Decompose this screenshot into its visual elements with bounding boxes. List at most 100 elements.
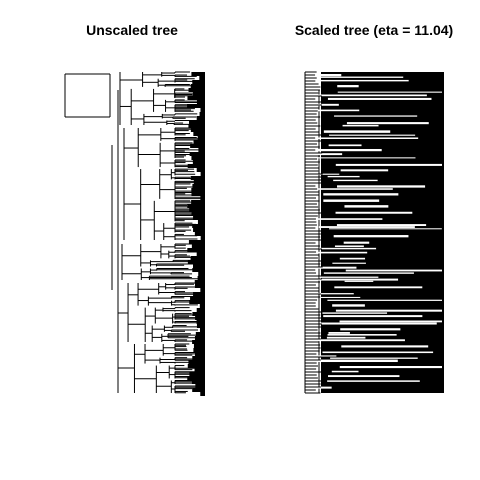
tip-cluster: [193, 140, 205, 144]
tip-cluster: [196, 168, 205, 172]
short-tip-gap: [328, 144, 362, 147]
tip-cluster: [188, 88, 205, 92]
short-tip-gap: [323, 315, 423, 318]
tip-block: [321, 72, 444, 393]
short-tip-gap: [344, 205, 389, 208]
tip-cluster: [187, 104, 205, 108]
tip-cluster: [195, 384, 205, 388]
tip-cluster: [197, 220, 205, 224]
tip-cluster: [191, 380, 205, 384]
tip-cluster: [194, 352, 205, 356]
tip-cluster: [196, 324, 205, 328]
tip-cluster: [193, 180, 205, 184]
short-tip-gap: [312, 157, 416, 159]
tip-cluster: [189, 120, 205, 124]
short-tip-gap: [339, 366, 442, 369]
short-tip-gap: [332, 304, 365, 307]
short-tip-gap: [307, 251, 368, 254]
tip-cluster: [196, 100, 205, 104]
short-tip-gap: [344, 280, 374, 282]
short-tip-gap: [307, 339, 405, 342]
short-tip-gap: [334, 245, 364, 248]
tip-cluster: [192, 184, 205, 188]
scaled-tree: [304, 71, 444, 394]
short-tip-gap: [319, 247, 377, 250]
unscaled-tree-title: Unscaled tree: [86, 22, 178, 38]
tip-cluster: [197, 276, 205, 280]
tip-cluster: [188, 360, 205, 364]
tip-cluster: [196, 308, 205, 312]
tip-cluster: [200, 236, 205, 240]
tip-cluster: [193, 292, 205, 296]
tip-cluster: [200, 392, 205, 396]
tip-cluster: [193, 132, 205, 136]
short-tip-gap: [335, 211, 413, 214]
short-tip-gap: [308, 359, 398, 363]
short-tip-gap: [327, 299, 442, 301]
tip-cluster: [192, 92, 205, 96]
tip-cluster: [195, 332, 205, 336]
tip-cluster: [189, 152, 205, 156]
tip-cluster: [198, 272, 205, 276]
tip-cluster: [192, 312, 205, 316]
short-tip-gap: [330, 357, 418, 359]
short-tip-gap: [308, 355, 337, 357]
short-tip-gap: [343, 241, 370, 244]
tip-cluster: [196, 320, 205, 324]
short-tip-gap: [323, 193, 399, 196]
tip-cluster: [195, 316, 205, 320]
tip-cluster: [189, 208, 205, 212]
short-tip-gap: [307, 148, 382, 152]
short-tip-gap: [322, 312, 388, 314]
tip-cluster: [190, 296, 205, 300]
unscaled-tree: [64, 71, 205, 396]
tip-cluster: [193, 264, 205, 268]
tip-cluster: [190, 144, 205, 148]
short-tip-gap: [315, 278, 399, 281]
short-tip-gap: [308, 94, 427, 97]
short-tip-gap: [314, 137, 419, 139]
tip-cluster: [197, 136, 205, 140]
tip-cluster: [187, 364, 205, 368]
short-tip-gap: [318, 226, 415, 228]
short-tip-gap: [307, 173, 340, 175]
tip-cluster: [200, 108, 205, 112]
short-tip-gap: [323, 199, 380, 202]
short-tip-gap: [337, 85, 359, 88]
short-tip-gap: [340, 169, 389, 172]
short-tip-gap: [315, 153, 343, 156]
short-tip-gap: [314, 218, 383, 220]
short-tip-gap: [327, 380, 420, 382]
short-tip-gap: [341, 345, 429, 348]
short-tip-gap: [328, 375, 400, 378]
tip-cluster: [187, 96, 205, 100]
tip-cluster: [189, 300, 205, 304]
short-tip-gap: [332, 262, 366, 264]
tip-cluster: [194, 232, 205, 236]
short-tip-gap: [318, 74, 342, 77]
tip-cluster: [191, 188, 205, 192]
tip-cluster: [200, 196, 205, 200]
tip-cluster: [188, 240, 205, 244]
tip-cluster: [192, 160, 205, 164]
tip-cluster: [199, 112, 205, 116]
tip-cluster: [191, 72, 205, 76]
tip-cluster: [193, 348, 205, 352]
short-tip-gap: [339, 257, 366, 260]
tip-cluster: [200, 288, 205, 292]
short-tip-gap: [336, 224, 427, 227]
short-tip-gap: [327, 334, 397, 336]
short-tip-gap: [308, 266, 357, 269]
short-tip-gap: [335, 163, 442, 166]
tip-cluster: [193, 228, 205, 232]
tip-cluster: [194, 280, 205, 284]
short-tip-gap: [329, 228, 442, 230]
short-tip-gap: [320, 322, 437, 325]
short-tip-gap: [337, 91, 442, 93]
tip-cluster: [191, 200, 205, 204]
tip-cluster: [190, 128, 205, 132]
short-tip-gap: [309, 293, 354, 295]
tip-cluster: [192, 388, 205, 392]
short-tip-gap: [337, 185, 426, 188]
